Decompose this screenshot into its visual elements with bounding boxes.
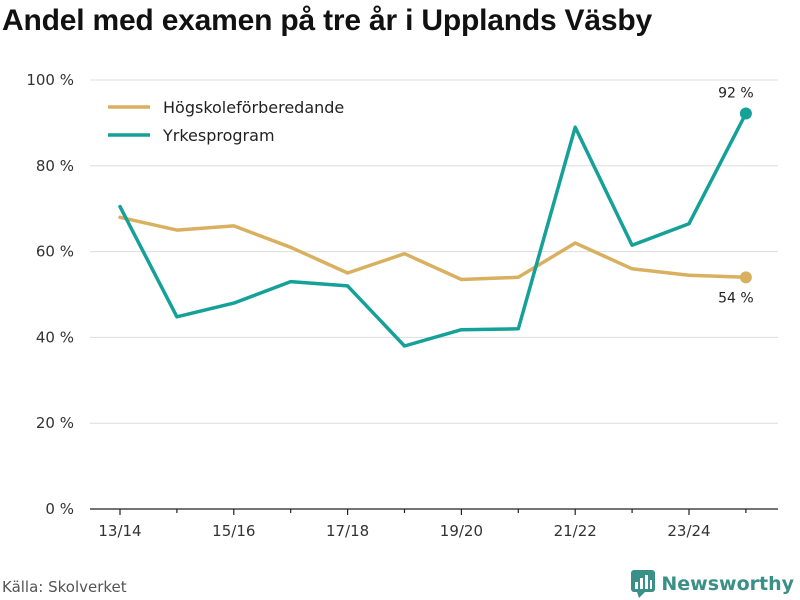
y-tick-label: 100 % — [26, 71, 74, 89]
chart-title: Andel med examen på tre år i Upplands Vä… — [2, 4, 652, 37]
bar-chart-logo-icon — [631, 570, 656, 598]
brand-name: Newsworthy — [661, 573, 794, 595]
end-point-marker — [739, 271, 752, 284]
y-tick-label: 80 % — [36, 157, 74, 175]
y-tick-label: 40 % — [36, 328, 74, 346]
series-line-yrkesprogram — [118, 111, 748, 348]
y-axis-ticks: 0 % 20 % 40 % 60 % 80 % 100 % — [26, 71, 74, 518]
x-tick-label: 21/22 — [554, 522, 597, 540]
y-tick-label: 60 % — [36, 243, 74, 261]
end-value-label: 92 % — [718, 85, 754, 101]
brand-logo: Newsworthy — [631, 570, 794, 598]
x-axis: 13/14 15/16 17/18 19/20 21/22 23/24 — [90, 508, 778, 540]
end-point-marker — [739, 107, 752, 120]
y-tick-label: 20 % — [36, 414, 74, 432]
x-tick-label: 19/20 — [440, 522, 483, 540]
legend-label: Högskoleförberedande — [163, 98, 344, 117]
x-tick-label: 17/18 — [326, 522, 369, 540]
end-value-label: 54 % — [718, 290, 754, 306]
x-tick-label: 23/24 — [667, 522, 710, 540]
x-tick-label: 15/16 — [212, 522, 255, 540]
x-tick-label: 13/14 — [98, 522, 141, 540]
series-lines: 54 % 92 % — [118, 85, 754, 348]
series-line-högskoleförberedande — [118, 215, 748, 282]
y-tick-label: 0 % — [45, 500, 74, 518]
legend-label: Yrkesprogram — [162, 126, 275, 145]
source-note: Källa: Skolverket — [2, 578, 127, 596]
legend: Högskoleförberedande Yrkesprogram — [108, 98, 344, 145]
